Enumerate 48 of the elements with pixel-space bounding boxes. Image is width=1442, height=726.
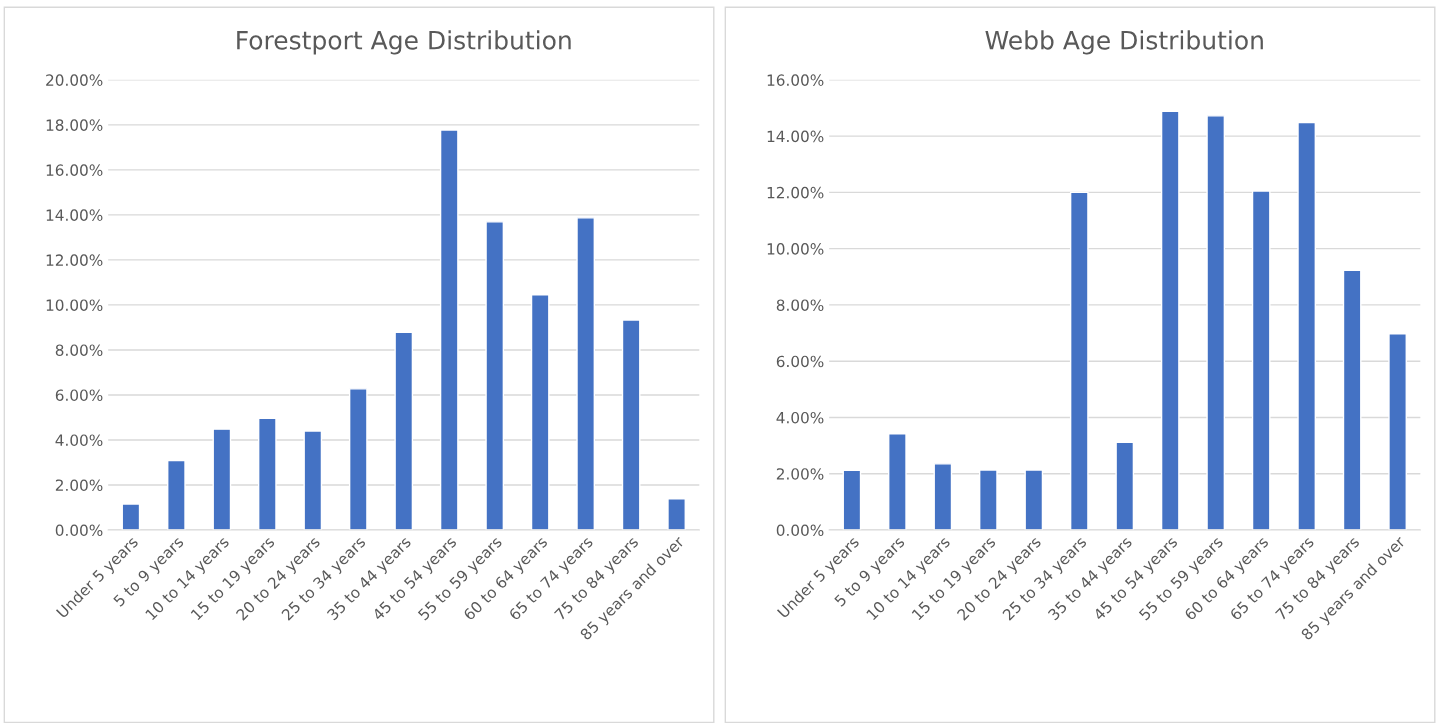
bar xyxy=(621,319,641,530)
bar xyxy=(1251,190,1271,530)
bar xyxy=(1206,115,1226,530)
y-tick-label: 2.00% xyxy=(55,479,103,491)
y-tick-label: 20.00% xyxy=(46,74,103,86)
chart-title: Forestport Age Distribution xyxy=(237,30,571,55)
y-tick-label: 0.00% xyxy=(55,524,103,536)
bar xyxy=(1160,110,1180,530)
bar xyxy=(576,217,596,530)
bar xyxy=(978,469,998,530)
y-tick-label: 6.00% xyxy=(55,389,103,401)
bar xyxy=(212,428,232,530)
y-tick-label: 8.00% xyxy=(55,344,103,356)
y-tick-label: 16.00% xyxy=(767,74,824,86)
bar xyxy=(1342,269,1362,530)
y-tick-label: 8.00% xyxy=(776,299,824,311)
y-tick-label: 2.00% xyxy=(776,468,824,480)
y-tick-label: 14.00% xyxy=(46,209,103,221)
y-tick-label: 0.00% xyxy=(776,524,824,536)
bar xyxy=(257,417,277,530)
chart-title: Webb Age Distribution xyxy=(985,30,1263,55)
y-tick-label: 14.00% xyxy=(767,130,824,143)
y-tick-label: 12.00% xyxy=(767,186,824,199)
y-tick-label: 4.00% xyxy=(776,411,824,424)
bar xyxy=(530,294,550,530)
y-tick-label: 12.00% xyxy=(46,254,103,266)
bar xyxy=(167,459,186,530)
bar xyxy=(303,430,323,530)
bar xyxy=(121,503,141,530)
bar xyxy=(1388,333,1407,530)
bar xyxy=(667,498,686,530)
bar xyxy=(1297,121,1317,530)
y-tick-label: 10.00% xyxy=(767,243,824,255)
y-tick-label: 4.00% xyxy=(55,434,103,446)
bar xyxy=(888,433,907,530)
bar xyxy=(394,331,414,530)
bar xyxy=(933,463,953,530)
bar xyxy=(439,129,459,530)
bar xyxy=(348,388,368,530)
bar xyxy=(1069,191,1089,530)
y-tick-label: 10.00% xyxy=(46,299,103,311)
bar xyxy=(1024,469,1044,530)
y-tick-label: 16.00% xyxy=(46,164,103,176)
y-tick-label: 6.00% xyxy=(776,355,824,368)
bar xyxy=(1115,441,1135,530)
y-tick-label: 18.00% xyxy=(46,119,103,131)
bar xyxy=(485,221,505,530)
bar xyxy=(842,469,862,530)
